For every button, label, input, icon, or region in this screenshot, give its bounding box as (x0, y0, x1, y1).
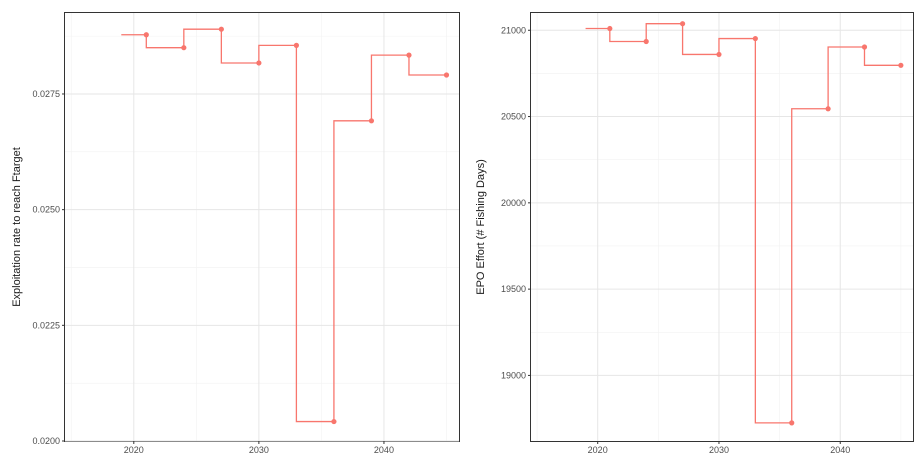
exploitation-rate-data-point (293, 42, 299, 48)
epo-effort-y-tick-label: 19000 (501, 370, 526, 380)
epo-effort-data-point (825, 106, 831, 112)
epo-effort-data-point (679, 21, 686, 27)
epo-effort-data-point (716, 51, 722, 58)
exploitation-rate-y-tick-label: 0.0275 (32, 89, 60, 99)
epo-effort-data-point (643, 38, 649, 45)
exploitation-rate-x-tick-label: 2030 (249, 445, 269, 455)
exploitation-rate-gridlines (65, 13, 459, 442)
epo-effort-y-tick-label: 20500 (501, 112, 526, 122)
exploitation-rate-y-tick-label: 0.0200 (32, 436, 60, 446)
epo-effort-data-point (898, 62, 904, 68)
exploitation-rate-x-tick-label: 2040 (374, 445, 394, 455)
exploitation-rate-y-axis: 0.0200 0.0225 0.0250 0.0275 (32, 89, 65, 446)
epo-effort-y-tick-label: 20000 (501, 198, 526, 208)
epo-effort-y-axis-title: EPO Effort (# Fishing Days) (475, 159, 487, 295)
epo-effort-chart: 19000 19500 20000 20500 21000 2020 2030 2040 E… (475, 12, 914, 455)
exploitation-rate-data-point (218, 26, 224, 32)
epo-effort-data-point (752, 35, 758, 42)
exploitation-rate-points (143, 26, 450, 425)
exploitation-rate-data-point (443, 72, 450, 78)
exploitation-rate-chart: 0.0200 0.0225 0.0250 0.0275 2020 2030 2040 Ex… (11, 12, 460, 455)
exploitation-rate-x-axis: 2020 2030 2040 (124, 441, 394, 455)
exploitation-rate-y-tick-label: 0.0225 (32, 320, 60, 330)
epo-effort-x-tick-label: 2020 (588, 445, 608, 455)
exploitation-rate-data-point (406, 52, 412, 58)
epo-effort-x-tick-label: 2040 (830, 445, 850, 455)
epo-effort-plot-panel (530, 12, 914, 442)
exploitation-rate-y-axis-title: Exploitation rate to reach Ftarget (11, 147, 23, 307)
epo-effort-y-tick-label: 19500 (501, 284, 526, 294)
epo-effort-x-tick-label: 2030 (709, 445, 729, 455)
exploitation-rate-y-tick-label: 0.0250 (32, 205, 60, 215)
epo-effort-gridlines (531, 13, 913, 441)
exploitation-rate-x-tick-label: 2020 (124, 445, 144, 455)
exploitation-rate-data-point (143, 32, 149, 38)
epo-effort-y-axis: 19000 19500 20000 20500 21000 (501, 25, 531, 380)
exploitation-rate-data-point (368, 118, 375, 124)
epo-effort-data-point (861, 44, 868, 50)
epo-effort-points (607, 21, 904, 426)
exploitation-rate-data-point (331, 418, 337, 425)
epo-effort-data-point (607, 25, 613, 32)
exploitation-rate-plot-panel (64, 12, 460, 442)
epo-effort-data-point (789, 420, 795, 426)
exploitation-rate-data-point (181, 45, 187, 51)
epo-effort-y-tick-label: 21000 (501, 25, 526, 35)
epo-effort-x-axis: 2020 2030 2040 (588, 441, 850, 455)
exploitation-rate-data-point (256, 60, 262, 66)
